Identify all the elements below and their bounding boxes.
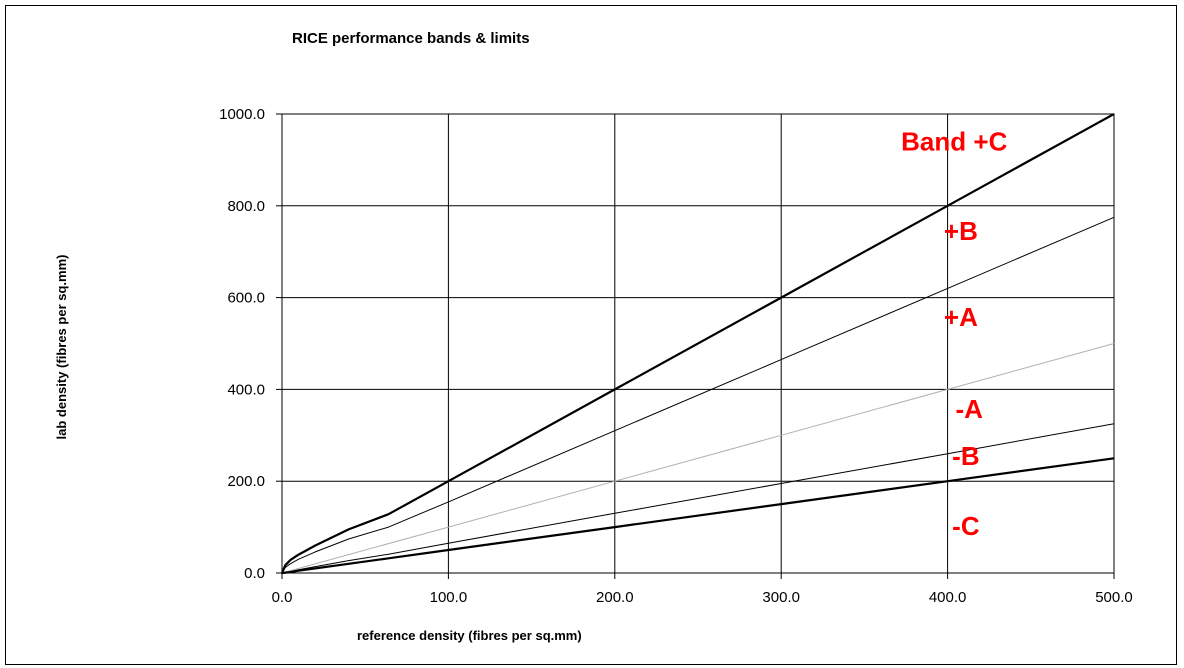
x-tick-label: 100.0 xyxy=(430,589,468,606)
y-tick-label: 0.0 xyxy=(244,565,265,582)
band-label: +B xyxy=(944,216,978,246)
band-label: -A xyxy=(956,394,984,424)
y-tick-label: 1000.0 xyxy=(219,106,265,123)
y-tick-label: 800.0 xyxy=(227,198,265,215)
series-layer xyxy=(280,113,1115,575)
y-tick-label: 600.0 xyxy=(227,290,265,307)
series-line-1 xyxy=(281,216,1115,574)
x-tick-label: 200.0 xyxy=(596,589,634,606)
x-tick-label: 300.0 xyxy=(762,589,800,606)
band-labels: Band +C +B +A -A -B -C xyxy=(901,127,1007,541)
band-label: -B xyxy=(952,441,979,471)
band-label: +A xyxy=(944,302,978,332)
series-line-3 xyxy=(281,423,1115,574)
y-tick-label: 400.0 xyxy=(227,381,265,398)
x-axis-title: reference density (fibres per sq.mm) xyxy=(357,628,582,643)
series-line-2 xyxy=(281,343,1115,574)
tick-labels: 0.0 200.0 400.0 600.0 800.0 1000.0 0.0 100.0 200… xyxy=(219,106,1133,606)
y-axis-title: lab density (fibres per sq.mm) xyxy=(54,255,69,440)
chart-frame xyxy=(5,5,1177,665)
x-tick-label: 0.0 xyxy=(272,589,293,606)
band-label: -C xyxy=(952,511,980,541)
series-line-0 xyxy=(280,113,1115,574)
x-tick-label: 500.0 xyxy=(1095,589,1133,606)
x-tick-label: 400.0 xyxy=(929,589,967,606)
chart-title: RICE performance bands & limits xyxy=(292,30,530,47)
y-tick-label: 200.0 xyxy=(227,473,265,490)
band-label: Band +C xyxy=(901,127,1007,157)
series-line-4 xyxy=(281,457,1115,575)
